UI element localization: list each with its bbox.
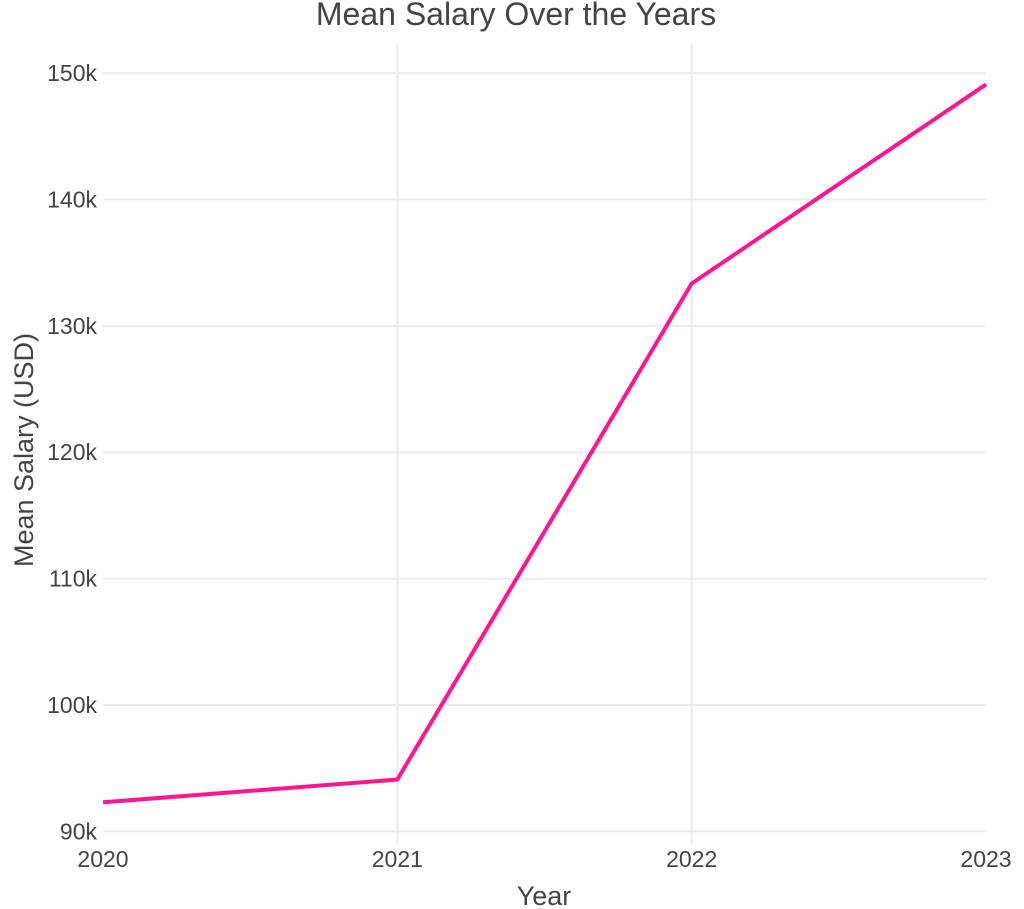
x-tick-label: 2023 bbox=[960, 846, 1011, 872]
tick-labels-group: 90k 100k 110k 120k 130k 140k 150k 2020 2021 2022 2… bbox=[47, 60, 1011, 872]
y-tick-label: 140k bbox=[47, 186, 97, 212]
y-tick-label: 90k bbox=[60, 818, 98, 844]
y-tick-label: 110k bbox=[49, 566, 98, 592]
y-axis-title: Mean Salary (USD) bbox=[9, 333, 39, 567]
gridlines-group bbox=[103, 44, 986, 844]
x-axis-title: Year bbox=[517, 881, 572, 909]
y-tick-label: 150k bbox=[47, 60, 97, 86]
y-tick-label: 130k bbox=[47, 313, 97, 339]
y-tick-label: 120k bbox=[47, 439, 97, 465]
x-tick-label: 2021 bbox=[372, 846, 423, 872]
mean-salary-line bbox=[102, 82, 988, 805]
y-tick-label: 100k bbox=[47, 692, 97, 718]
series-group bbox=[102, 82, 988, 805]
x-tick-label: 2020 bbox=[77, 846, 128, 872]
x-tick-label: 2022 bbox=[666, 846, 717, 872]
chart-title: Mean Salary Over the Years bbox=[316, 0, 716, 32]
